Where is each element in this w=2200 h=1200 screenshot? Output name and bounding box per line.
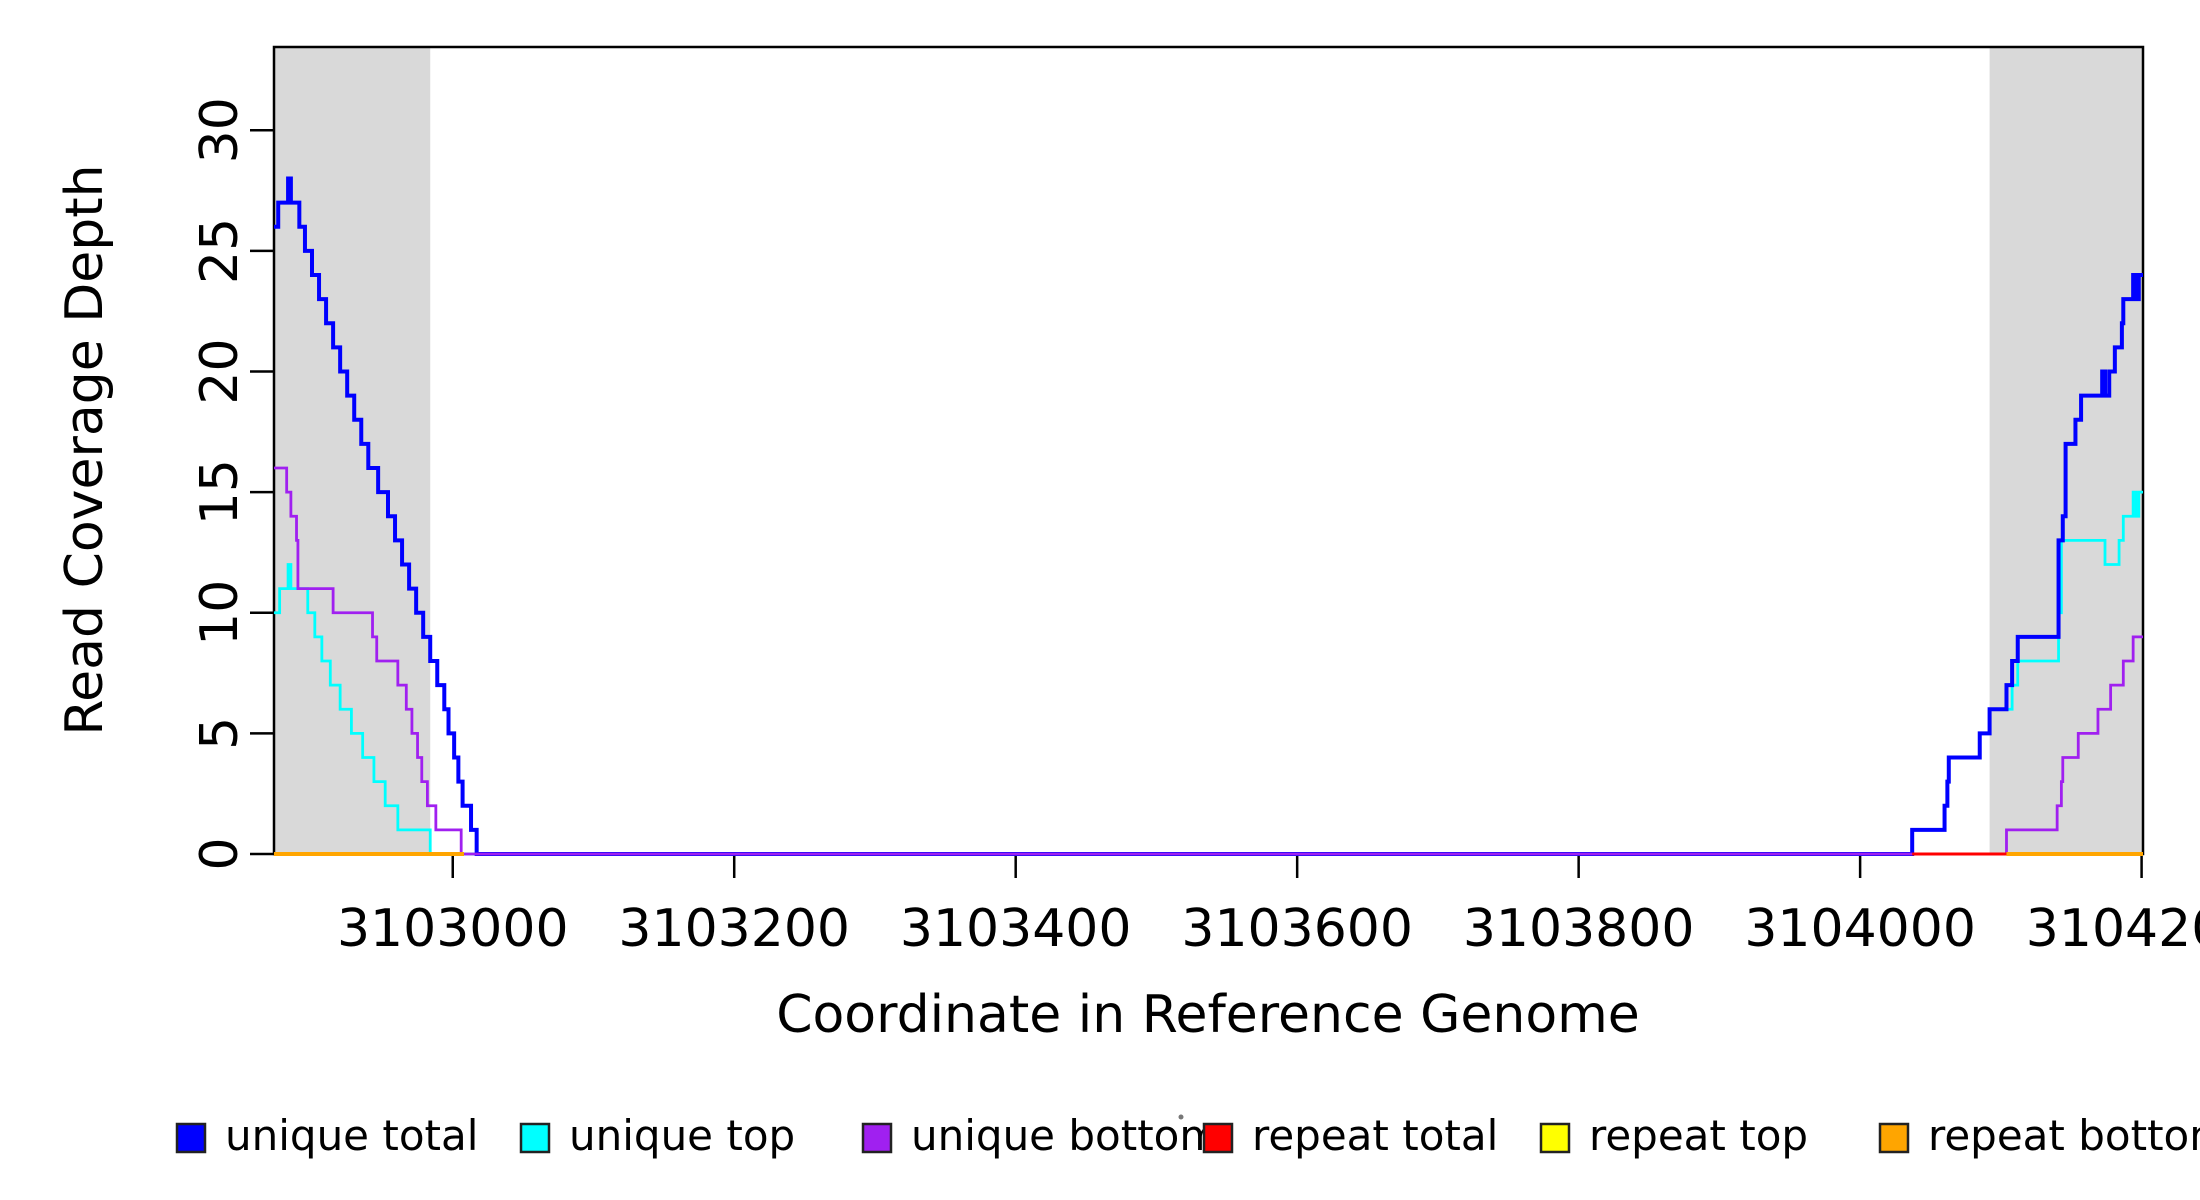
legend-item-repeat-total: repeat total	[1202, 1111, 1498, 1160]
y-tick-label: 20	[190, 338, 250, 404]
stray-dot	[1178, 1114, 1184, 1120]
legend-label: unique bottom	[911, 1111, 1220, 1160]
legend-item-unique-bottom: unique bottom	[861, 1111, 1220, 1160]
series-lines	[274, 176, 2143, 856]
legend: unique total unique top unique bottom repea…	[175, 1111, 2200, 1160]
legend-label: repeat bottom	[1928, 1111, 2200, 1160]
legend-item-repeat-bottom: repeat bottom	[1878, 1111, 2200, 1160]
x-tick-label: 3103800	[1463, 899, 1695, 959]
series-line-unique-bottom	[274, 466, 2143, 856]
legend-label: repeat top	[1589, 1111, 1808, 1160]
legend-swatch-unique-top	[519, 1122, 551, 1154]
y-tick-label: 0	[190, 837, 250, 870]
y-tick-label: 30	[190, 97, 250, 163]
y-tick-label: 15	[190, 459, 250, 525]
legend-swatch-repeat-top	[1539, 1122, 1571, 1154]
legend-label: repeat total	[1252, 1111, 1498, 1160]
y-tick-label: 10	[190, 580, 250, 646]
y-tick-label: 5	[190, 717, 250, 750]
shaded-region-bands	[274, 47, 2143, 854]
legend-swatch-unique-total	[175, 1122, 207, 1154]
legend-item-unique-top: unique top	[519, 1111, 795, 1160]
legend-swatch-repeat-total	[1202, 1122, 1234, 1154]
legend-item-repeat-top: repeat top	[1539, 1111, 1808, 1160]
plot-box	[272, 45, 2145, 856]
series-line-unique-total	[274, 176, 2143, 856]
y-tick-label: 25	[190, 218, 250, 284]
legend-swatch-unique-bottom	[861, 1122, 893, 1154]
legend-label: unique top	[569, 1111, 795, 1160]
x-axis-title: Coordinate in Reference Genome	[776, 985, 1640, 1045]
x-tick-label: 3103400	[900, 899, 1132, 959]
x-tick-label: 3103200	[618, 899, 850, 959]
x-tick-label: 3103000	[337, 899, 569, 959]
legend-label: unique total	[225, 1111, 478, 1160]
series-line-unique-top	[274, 490, 2143, 856]
x-tick-label: 3104200	[2026, 899, 2200, 959]
legend-item-unique-total: unique total	[175, 1111, 478, 1160]
y-axis-title: Read Coverage Depth	[55, 164, 115, 735]
x-tick-label: 3104000	[1744, 899, 1976, 959]
legend-swatch-repeat-bottom	[1878, 1122, 1910, 1154]
x-tick-label: 3103600	[1181, 899, 1413, 959]
axes: 3103000 3103200 3103400 3103600 3103800 31040…	[190, 45, 2200, 959]
